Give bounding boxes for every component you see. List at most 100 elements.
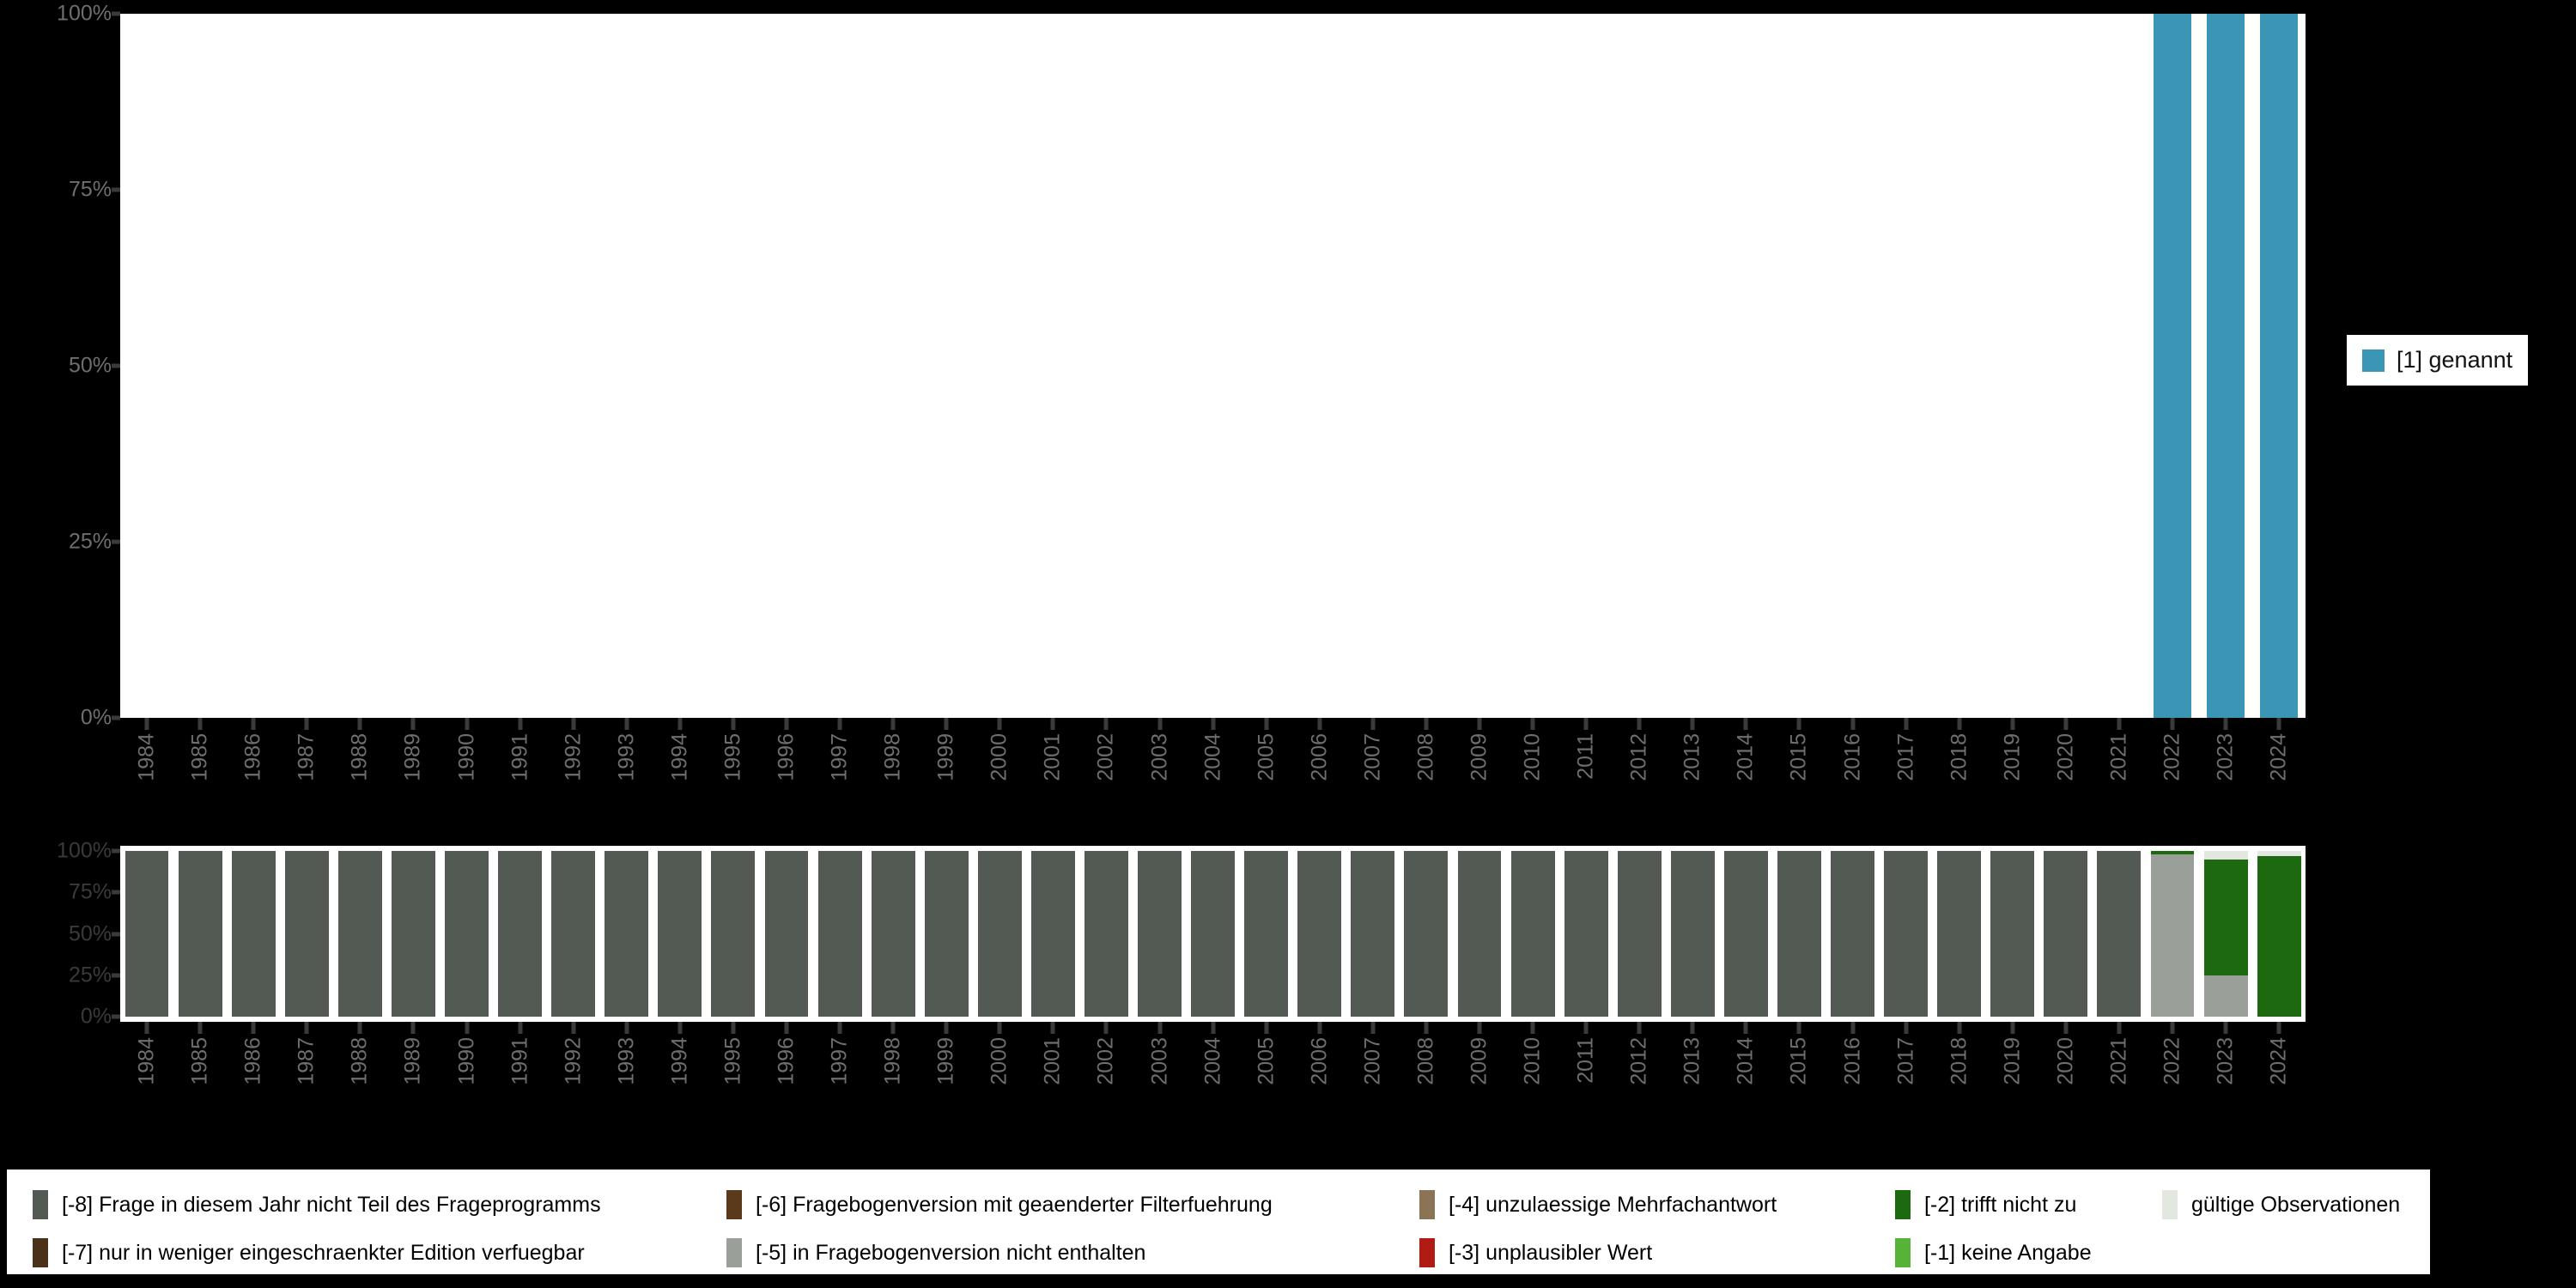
availability-bar-stack[interactable] — [1723, 851, 1768, 1017]
availability-x-tick-mark — [1050, 1022, 1055, 1034]
main-x-tick-label: 2022 — [2160, 733, 2184, 781]
availability-bar-column — [2146, 851, 2199, 1017]
legend-item[interactable]: [-4] unzulaessige Mehrfachantwort — [1419, 1190, 1777, 1219]
availability-bar-stack[interactable] — [445, 851, 489, 1017]
availability-bar-stack[interactable] — [1191, 851, 1236, 1017]
availability-bar-stack[interactable] — [391, 851, 435, 1017]
legend-item[interactable]: [-5] in Fragebogenversion nicht enthalte… — [726, 1238, 1145, 1267]
availability-bar-stack[interactable] — [2257, 851, 2301, 1017]
availability-bar-stack[interactable] — [284, 851, 329, 1017]
main-x-tick: 1998 — [866, 718, 920, 847]
availability-bar-column — [866, 851, 920, 1017]
main-x-tick-label: 1992 — [561, 733, 586, 781]
availability-x-tick-label: 1990 — [454, 1037, 478, 1085]
availability-bar-stack[interactable] — [1617, 851, 1662, 1017]
availability-bar-stack[interactable] — [871, 851, 915, 1017]
legend-item[interactable]: [-8] Frage in diesem Jahr nicht Teil des… — [33, 1190, 601, 1219]
availability-x-tick: 2005 — [1240, 1022, 1293, 1142]
main-x-tick-mark — [2276, 718, 2281, 730]
main-x-tick-mark — [837, 718, 842, 730]
availability-bar-column — [1719, 851, 1772, 1017]
availability-bar-stack[interactable] — [551, 851, 596, 1017]
main-x-tick-mark — [2063, 718, 2069, 730]
availability-bar-column — [1933, 851, 1986, 1017]
main-x-tick-mark — [1370, 718, 1376, 730]
availability-bar-stack[interactable] — [2044, 851, 2088, 1017]
legend-item[interactable]: [-7] nur in weniger eingeschraenkter Edi… — [33, 1238, 585, 1267]
main-x-tick-label: 1998 — [880, 733, 905, 781]
main-y-tick-label: 25% — [68, 529, 112, 554]
availability-bar-stack[interactable] — [1138, 851, 1182, 1017]
availability-bar-stack[interactable] — [125, 851, 169, 1017]
main-x-tick: 1995 — [707, 718, 760, 847]
availability-x-tick-mark — [837, 1022, 842, 1034]
main-bar-column — [973, 14, 1026, 718]
legend-item-label: [-1] keine Angabe — [1924, 1240, 2092, 1265]
availability-bar-stack[interactable] — [2097, 851, 2142, 1017]
availability-x-tick: 2011 — [1559, 1022, 1613, 1142]
main-x-tick: 1985 — [173, 718, 227, 847]
availability-bar-stack[interactable] — [1457, 851, 1502, 1017]
availability-bar-stack[interactable] — [1777, 851, 1821, 1017]
main-x-tick: 2009 — [1453, 718, 1506, 847]
main-bar-column — [1187, 14, 1240, 718]
availability-bar-stack[interactable] — [178, 851, 222, 1017]
availability-bar-stack[interactable] — [1990, 851, 2035, 1017]
availability-bar-stack[interactable] — [924, 851, 969, 1017]
availability-bar-stack[interactable] — [658, 851, 702, 1017]
availability-bar-segment — [764, 851, 809, 1017]
series-legend[interactable]: [1] genannt — [2347, 335, 2529, 386]
availability-bar-stack[interactable] — [498, 851, 543, 1017]
availability-bar-stack[interactable] — [764, 851, 809, 1017]
availability-bar-stack[interactable] — [977, 851, 1022, 1017]
availability-bar-stack[interactable] — [1351, 851, 1395, 1017]
availability-bar-stack[interactable] — [1884, 851, 1929, 1017]
availability-bar-stack[interactable] — [1937, 851, 1982, 1017]
main-bar-column — [1400, 14, 1453, 718]
availability-bar-stack[interactable] — [1510, 851, 1555, 1017]
legend-item[interactable]: [-6] Fragebogenversion mit geaenderter F… — [726, 1190, 1273, 1219]
main-bar-column — [1559, 14, 1613, 718]
legend-item[interactable]: [-1] keine Angabe — [1895, 1238, 2092, 1267]
availability-bar-column — [600, 851, 653, 1017]
availability-bar-stack[interactable] — [1244, 851, 1289, 1017]
availability-bar-stack[interactable] — [1297, 851, 1342, 1017]
availability-bar-stack[interactable] — [1670, 851, 1715, 1017]
availability-bar-stack[interactable] — [231, 851, 276, 1017]
legend-item[interactable]: [-3] unplausibler Wert — [1419, 1238, 1652, 1267]
availability-bar-stack[interactable] — [2203, 851, 2248, 1017]
availability-x-tick-mark — [1583, 1022, 1589, 1034]
availability-bar-segment — [551, 851, 596, 1017]
availability-bar-stack[interactable] — [817, 851, 862, 1017]
availability-bar-stack[interactable] — [1030, 851, 1075, 1017]
main-x-tick: 2014 — [1719, 718, 1772, 847]
legend-item[interactable]: [-2] trifft nicht zu — [1895, 1190, 2076, 1219]
availability-bar-stack[interactable] — [1564, 851, 1608, 1017]
main-bar-column — [440, 14, 493, 718]
availability-bar-stack[interactable] — [2150, 851, 2195, 1017]
availability-bar-stack[interactable] — [711, 851, 756, 1017]
main-x-tick-label: 1988 — [347, 733, 372, 781]
availability-x-tick-mark — [1743, 1022, 1748, 1034]
legend-item[interactable]: gültige Observationen — [2162, 1190, 2400, 1219]
availability-bar-stack[interactable] — [1404, 851, 1449, 1017]
main-bar[interactable] — [2154, 14, 2191, 718]
availability-x-tick-label: 1985 — [187, 1037, 212, 1085]
availability-bar-stack[interactable] — [1831, 851, 1874, 1017]
availability-x-tick-label: 2017 — [1893, 1037, 1918, 1085]
main-bar-column — [1346, 14, 1400, 718]
availability-bar-stack[interactable] — [1084, 851, 1128, 1017]
availability-bar-column — [2252, 851, 2306, 1017]
availability-x-tick-label: 2020 — [2053, 1037, 2078, 1085]
main-x-tick: 1993 — [600, 718, 653, 847]
main-bar-column — [120, 14, 173, 718]
availability-x-tick: 1993 — [600, 1022, 653, 1142]
availability-bar-stack[interactable] — [605, 851, 649, 1017]
main-x-tick-label: 2001 — [1040, 733, 1065, 781]
main-bar[interactable] — [2207, 14, 2245, 718]
main-bar[interactable] — [2260, 14, 2298, 718]
main-y-tick-mark — [112, 539, 120, 544]
main-x-tick: 1984 — [120, 718, 173, 847]
availability-bar-stack[interactable] — [337, 851, 382, 1017]
availability-bar-segment — [1831, 851, 1874, 1017]
